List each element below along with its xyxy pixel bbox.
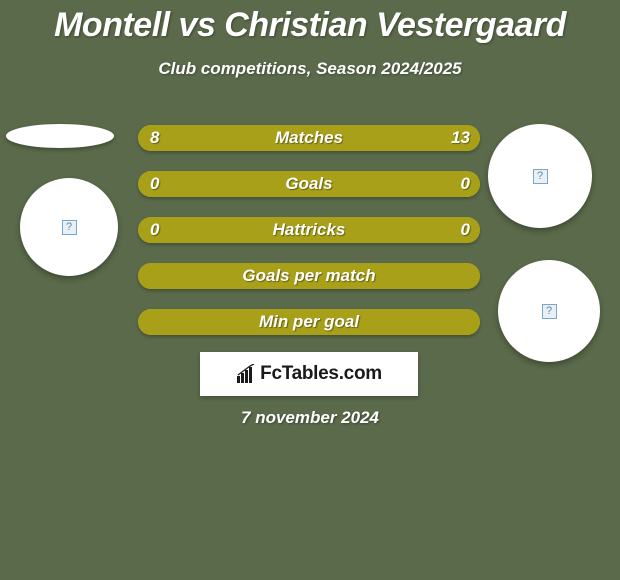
- player-right-avatar-bottom: ?: [498, 260, 600, 362]
- footer-date: 7 november 2024: [0, 408, 620, 428]
- brand-text: FcTables.com: [260, 363, 382, 385]
- bar-row-goals: Goals0 0: [138, 171, 480, 197]
- bar-label: Min per goal: [138, 309, 480, 335]
- bar-value-left: 0: [150, 217, 159, 243]
- bar-value-left: 0: [150, 171, 159, 197]
- bar-row-matches: Matches8 13: [138, 125, 480, 151]
- page-title: Montell vs Christian Vestergaard: [0, 0, 620, 45]
- player-left-ellipse: [6, 124, 114, 148]
- page-subtitle: Club competitions, Season 2024/2025: [0, 59, 620, 79]
- brand-chart-icon: [236, 364, 256, 384]
- comparison-bars: Matches813Goals00Hattricks00Goals per ma…: [138, 125, 480, 355]
- brand-box: FcTables.com: [200, 352, 418, 396]
- bar-label: Goals per match: [138, 263, 480, 289]
- player-right-avatar-top: ?: [488, 124, 592, 228]
- bar-label: Goals: [138, 171, 480, 197]
- bar-value-right: 0: [461, 217, 470, 243]
- bar-label: Matches: [138, 125, 480, 151]
- bar-value-left: 8: [150, 125, 159, 151]
- bar-row-min-per-goal: Min per goal: [138, 309, 480, 335]
- bar-value-right: 13: [451, 125, 470, 151]
- placeholder-icon: ?: [62, 220, 77, 235]
- bar-value-right: 0: [461, 171, 470, 197]
- placeholder-icon: ?: [542, 304, 557, 319]
- player-left-avatar: ?: [20, 178, 118, 276]
- bar-label: Hattricks: [138, 217, 480, 243]
- placeholder-icon: ?: [533, 169, 548, 184]
- bar-row-goals-per-match: Goals per match: [138, 263, 480, 289]
- bar-row-hattricks: Hattricks0 0: [138, 217, 480, 243]
